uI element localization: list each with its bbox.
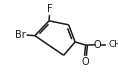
Text: O: O	[94, 40, 101, 50]
Text: CH₃: CH₃	[108, 40, 118, 49]
Text: Br: Br	[15, 30, 26, 40]
Text: O: O	[81, 57, 89, 67]
Text: F: F	[47, 4, 52, 14]
